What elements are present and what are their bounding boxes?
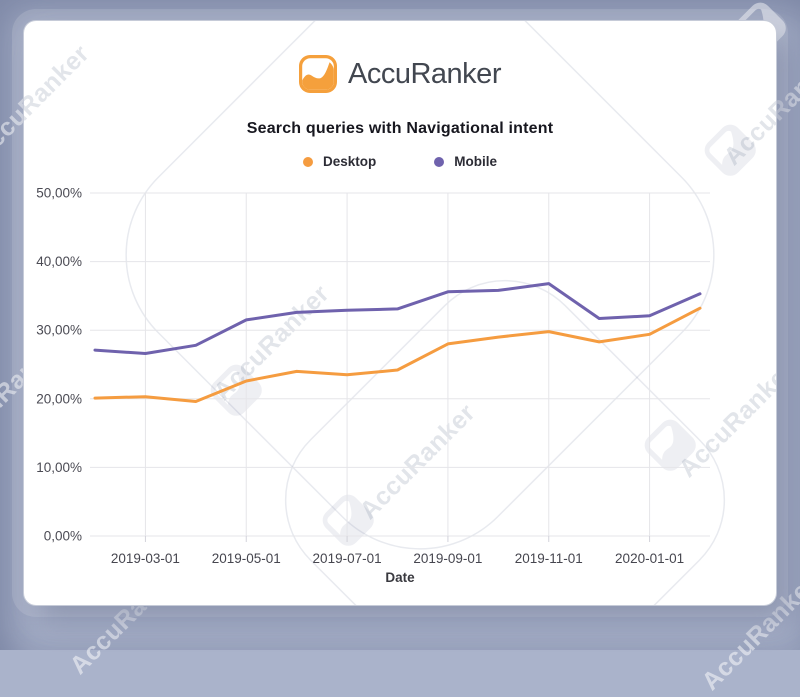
watermark-logo-icon	[638, 413, 707, 482]
legend-label: Mobile	[454, 154, 497, 169]
chart-canvas: 0,00% 10,00% 20,00% 30,00% 40,00% 50,00% 2019-…	[36, 186, 710, 585]
y-axis-tick-label: 40,00%	[36, 254, 82, 269]
watermark-logo-icon	[316, 488, 385, 557]
legend-label: Desktop	[322, 154, 377, 169]
giant-logo-outline-watermark	[125, 21, 726, 605]
brand-name: AccuRanker	[348, 57, 501, 90]
legend-item-desktop[interactable]: Desktop	[302, 154, 377, 169]
desktop-line	[93, 306, 702, 403]
chart-legend: Desktop Mobile	[24, 154, 776, 169]
x-axis-tick-label: 2020-01-01	[615, 551, 684, 566]
x-axis-tick-label: 2019-07-01	[313, 551, 382, 566]
x-axis-tick-label: 2019-03-01	[111, 551, 180, 566]
watermark-text: AccuRanker	[354, 398, 481, 525]
mobile-legend-dot	[434, 156, 445, 167]
y-axis-tick-label: 0,00%	[44, 529, 82, 544]
chart-title: Search queries with Navigational intent	[246, 120, 554, 137]
brand-header: AccuRanker	[24, 54, 776, 94]
report-card: AccuRanker AccuRanker AccuRanker AccuRanker…	[24, 21, 776, 605]
y-axis-tick-label: 50,00%	[36, 186, 82, 201]
desktop-legend-dot	[302, 156, 313, 167]
watermark-text: AccuRanker	[673, 356, 776, 483]
y-axis-tick-label: 10,00%	[36, 460, 82, 475]
card-watermarks: AccuRanker AccuRanker AccuRanker AccuRanker…	[24, 21, 776, 605]
accuranker-logo-icon	[299, 55, 338, 93]
x-axis-tick-label: 2019-09-01	[413, 551, 482, 566]
y-axis-tick-label: 30,00%	[36, 323, 82, 338]
mobile-line	[93, 282, 702, 355]
y-axis-tick-label: 20,00%	[36, 391, 82, 406]
x-axis-title: Date	[385, 570, 415, 585]
x-axis-tick-label: 2019-11-01	[515, 551, 583, 566]
legend-item-mobile[interactable]: Mobile	[434, 154, 497, 169]
watermark-logo-icon	[204, 358, 273, 427]
watermark-text: AccuRanker	[208, 279, 335, 406]
x-axis-tick-label: 2019-05-01	[212, 551, 281, 566]
